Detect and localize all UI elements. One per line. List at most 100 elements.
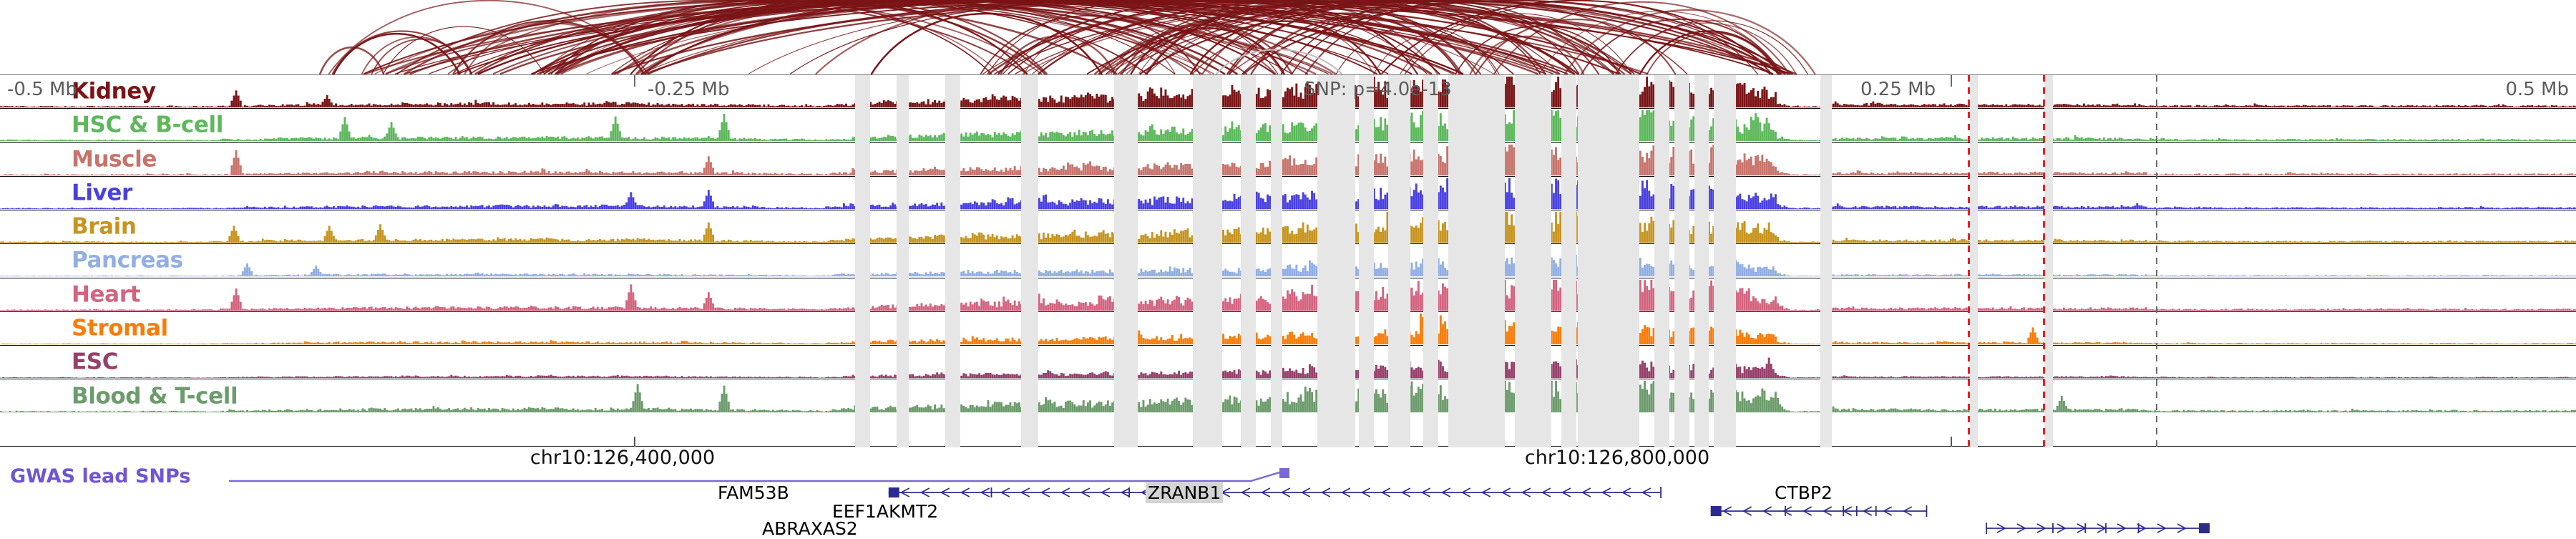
gene-strand-arrow (1802, 506, 1813, 516)
gene-strand-arrow (1601, 487, 1611, 497)
gene-strand-arrow (1822, 506, 1833, 516)
track-blood-tcell-signal (0, 379, 2576, 413)
gene-strand-arrow (1060, 487, 1070, 497)
gene-label-abraxas2[interactable]: ABRAXAS2 (762, 518, 858, 539)
gene-tss-block[interactable] (1710, 506, 1722, 516)
gene-label-eef1akmt2[interactable]: EEF1AKMT2 (832, 501, 939, 522)
track-esc[interactable]: ESC (0, 346, 2576, 380)
chromatin-loop-arc (1639, 30, 1780, 74)
chromatin-loop-arc (1243, 0, 1786, 74)
gene-strand-arrow (1380, 487, 1391, 497)
track-brain[interactable]: Brain (0, 210, 2576, 245)
gene-annotation-panel: FAM53B ZRANB1 CTBP2 EEF1AKMT2 ABRAXAS2 (0, 482, 2576, 539)
chromatin-loop-arc (383, 26, 545, 74)
gene-strand-arrow (1882, 506, 1893, 516)
chromatin-loop-arc-muted (1216, 49, 1342, 74)
track-brain-signal (0, 210, 2576, 243)
track-hsc-bcell-signal (0, 109, 2576, 142)
track-pancreas[interactable]: Pancreas (0, 244, 2576, 278)
gene-strand-arrow (1340, 487, 1351, 497)
chromatin-loop-arc-panel (0, 0, 2576, 74)
gene-strand-arrow (980, 487, 990, 497)
track-kidney[interactable]: Kidney (0, 75, 2576, 110)
chromatin-loop-arc (1646, 32, 1778, 74)
chromatin-loop-arc (635, 0, 1048, 74)
track-liver[interactable]: Liver (0, 177, 2576, 211)
chromatin-loop-arc (1139, 0, 1780, 74)
gene-strand-arrow (1722, 506, 1732, 516)
gene-label-ctbp2[interactable]: CTBP2 (1775, 482, 1833, 503)
gwas-connector-svg (229, 468, 1289, 482)
chromatin-loop-arc (371, 38, 473, 74)
chromatin-loop-arc (1400, 13, 1632, 74)
gene-label-zranb1[interactable]: ZRANB1 (1146, 482, 1224, 503)
chromatin-loop-arc (1250, 16, 1463, 74)
lead-snp-pvalue-label: SNP: p=4.0e-13 (1304, 79, 1452, 100)
gene-strand-arrow (2137, 523, 2147, 533)
gene-strand-arrow (1521, 487, 1531, 497)
gene-strand-arrow (2157, 523, 2167, 533)
gene-strand-arrow (1902, 506, 1913, 516)
gene-row-1-svg (1710, 505, 1928, 517)
gene-strand-arrow (1300, 487, 1311, 497)
gene-tss-block[interactable] (2199, 523, 2210, 533)
gene-strand-arrow (919, 487, 930, 497)
gene-strand-arrow (1280, 487, 1291, 497)
track-pancreas-signal (0, 244, 2576, 277)
chromatin-loop-arc (1111, 24, 1284, 74)
ruler-label-left: -0.5 Mb (7, 79, 77, 100)
track-stromal[interactable]: Stromal (0, 312, 2576, 346)
chromatin-loop-arc (464, 22, 644, 74)
chromatin-loop-arc (333, 33, 461, 74)
track-heart[interactable]: Heart (0, 278, 2576, 312)
signal-profile-brain (0, 212, 2576, 243)
chromatin-loop-arc (1023, 28, 1176, 74)
gene-strand-arrow (2117, 523, 2127, 533)
chromatin-loop-arc (982, 0, 1631, 74)
track-muscle[interactable]: Muscle (0, 143, 2576, 177)
track-kidney-signal (0, 75, 2576, 108)
gene-strand-arrow (1862, 506, 1873, 516)
gene-strand-arrow (1480, 487, 1491, 497)
gene-strand-arrow (940, 487, 950, 497)
gene-strand-arrow (1120, 487, 1131, 497)
coordinate-label-right: chr10:126,800,000 (1524, 447, 1710, 469)
gene-strand-arrow (1440, 487, 1451, 497)
gene-strand-arrow (1561, 487, 1571, 497)
gene-strand-arrow (2177, 523, 2187, 533)
ruler-tick-plus-quarter (1951, 75, 1952, 87)
chromatin-loop-arc (1000, 35, 1116, 74)
chromatin-loop-arc (1118, 0, 1631, 74)
gene-row-2: ABRAXAS2 (0, 518, 2576, 539)
ruler-label-minus-quarter: -0.25 Mb (648, 79, 730, 100)
gene-row-2-svg (1986, 523, 2210, 534)
ruler-label-right: 0.5 Mb (2505, 79, 2569, 100)
gene-strand-arrow (1501, 487, 1511, 497)
gene-strand-arrow (1420, 487, 1431, 497)
track-hsc-bcell[interactable]: HSC & B-cell (0, 109, 2576, 143)
gene-strand-arrow (2016, 523, 2026, 533)
chromatin-loop-arc (1335, 26, 1500, 74)
gene-strand-arrow (1541, 487, 1551, 497)
coordinate-label-left: chr10:126,400,000 (530, 447, 716, 469)
gene-strand-arrow (960, 487, 970, 497)
gene-row-0-svg (888, 487, 1662, 498)
gene-row-0: FAM53B ZRANB1 CTBP2 (0, 482, 2576, 503)
signal-profile-heart (0, 279, 2576, 311)
gene-tss-block[interactable] (888, 487, 899, 497)
gene-label-fam53b[interactable]: FAM53B (718, 482, 789, 503)
gene-strand-arrow (1581, 487, 1591, 497)
coordinate-label-row: chr10:126,400,000 chr10:126,800,000 (0, 437, 2576, 472)
gwas-lead-snp-label: GWAS lead SNPs (10, 465, 191, 487)
chromatin-loop-arc (1190, 20, 1381, 74)
gwas-lead-snp-row[interactable]: GWAS lead SNPs (0, 465, 2576, 490)
coordinate-tick (634, 437, 635, 447)
gene-strand-arrow (1080, 487, 1091, 497)
gwas-lead-snp-marker[interactable] (1279, 468, 1289, 478)
track-esc-signal (0, 346, 2576, 379)
chromatin-loop-arc (319, 47, 385, 74)
gene-strand-arrow (1240, 487, 1251, 497)
gene-strand-arrow (1000, 487, 1010, 497)
track-blood-tcell[interactable]: Blood & T-cell (0, 379, 2576, 413)
